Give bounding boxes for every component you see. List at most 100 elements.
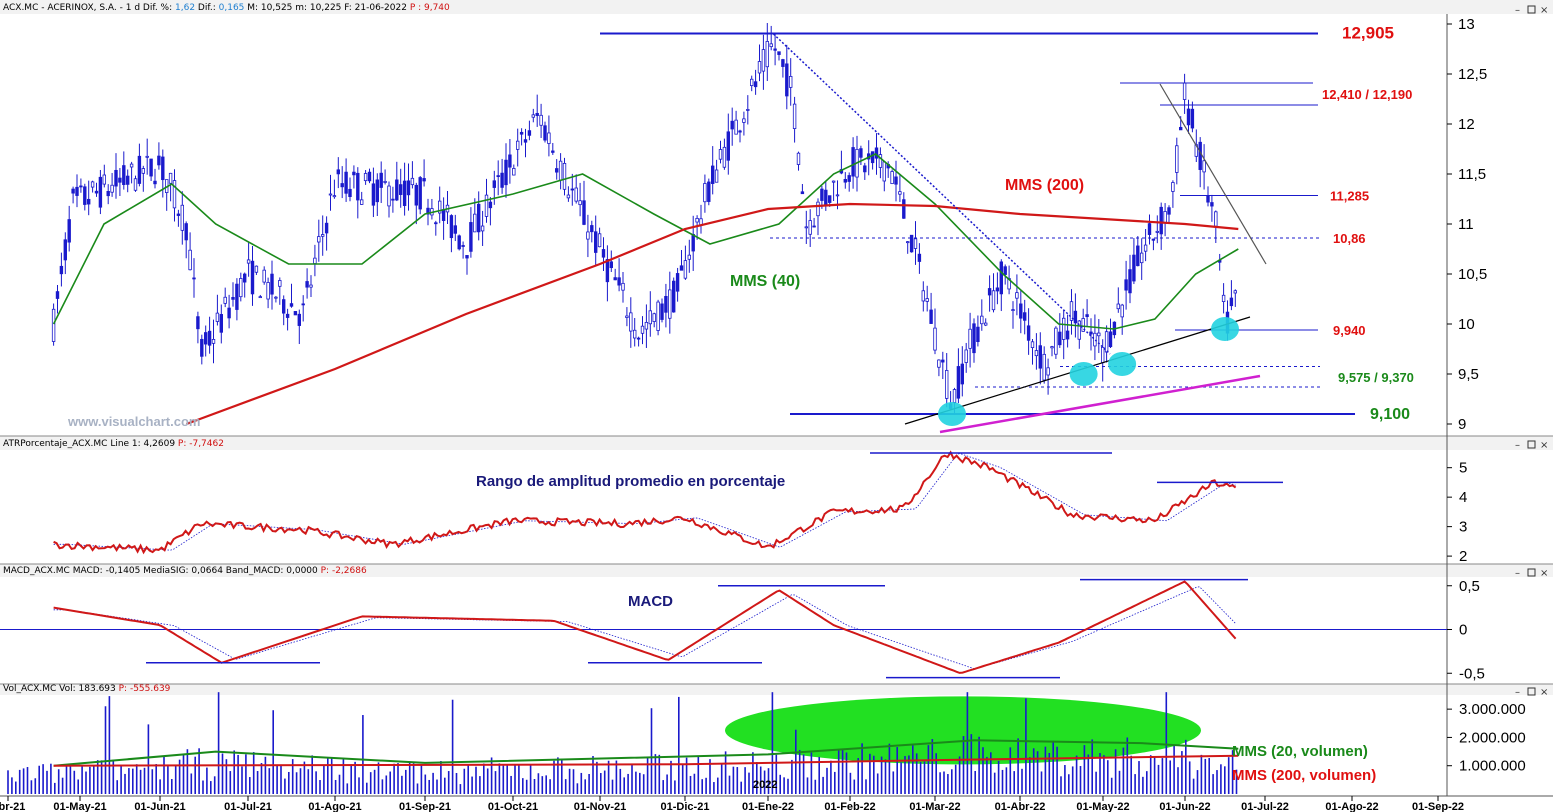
macd-title: MACD	[628, 593, 673, 610]
x-tick-label: 01-Oct-21	[488, 801, 538, 812]
candle-body	[523, 139, 528, 143]
volume-bar	[927, 745, 930, 794]
candle-body	[898, 191, 902, 195]
volume-bar	[857, 758, 859, 794]
candle-body	[976, 326, 980, 343]
volume-bar	[104, 706, 107, 794]
volume-bar	[1044, 746, 1047, 794]
volume-bar	[584, 779, 586, 794]
volume-bar	[451, 699, 454, 794]
volume-bar	[1220, 764, 1222, 794]
volume-bar	[61, 777, 64, 794]
candle-body	[219, 314, 223, 333]
atr-line	[53, 450, 1237, 555]
volume-bar	[471, 776, 473, 794]
volume-bar	[299, 768, 302, 794]
volume-bar	[1212, 774, 1214, 794]
level-label: 11,285	[1330, 189, 1369, 204]
volume-bar	[1099, 753, 1101, 794]
volume-bar	[951, 769, 953, 794]
candle-body	[1202, 160, 1206, 173]
volume-bar	[424, 774, 427, 794]
candle-body	[921, 290, 925, 302]
volume-bar	[678, 696, 680, 794]
x-tick-label: 01-May-22	[1076, 801, 1129, 812]
volume-bar	[518, 764, 520, 794]
volume-bar	[662, 780, 664, 794]
price-annotations: 12,905 12,410 / 12,190 11,285 10,86 9,940 9,5…	[600, 24, 1414, 434]
volume-bar	[377, 762, 380, 794]
candle-body	[484, 194, 489, 217]
volume-bar	[502, 765, 505, 794]
candle-body	[488, 201, 493, 209]
volume-bar	[163, 755, 165, 794]
level-label: 10,86	[1333, 231, 1366, 246]
candle-body	[1097, 332, 1101, 337]
volume-bar	[1110, 777, 1113, 794]
volume-bar	[412, 763, 415, 794]
candle-body	[597, 233, 602, 248]
candle-body	[410, 177, 415, 186]
candle-body	[765, 41, 769, 68]
volume-bar	[615, 760, 618, 794]
volume-bar	[884, 759, 887, 794]
candle-body	[348, 188, 352, 198]
candle-body	[714, 169, 719, 183]
volume-bar	[206, 767, 208, 794]
volume-bar	[1200, 754, 1203, 794]
candle-body	[1190, 108, 1195, 129]
candle-body	[835, 194, 840, 197]
volume-bar	[674, 780, 676, 794]
volume-bar	[42, 764, 44, 794]
candle-body	[890, 171, 894, 185]
candle-body	[746, 109, 750, 111]
candle-body	[882, 161, 886, 182]
volume-bar	[34, 778, 37, 794]
volume-bar	[1235, 769, 1238, 794]
volume-bar	[533, 779, 536, 794]
volume-bar	[346, 783, 349, 794]
volume-bar	[190, 773, 193, 794]
volume-bar	[455, 772, 458, 794]
volume-bar	[1052, 740, 1054, 794]
candle-body	[461, 245, 465, 247]
candle-body	[196, 316, 200, 330]
candle-body	[547, 132, 551, 144]
price-candles	[51, 22, 1237, 414]
volume-bar	[861, 743, 863, 794]
atr-panel-header: ATRPorcentaje_ACX.MC Line 1: 4,2609 P: -…	[3, 439, 224, 449]
volume-bar	[112, 759, 115, 794]
candle-body	[617, 277, 621, 286]
candle-body	[991, 290, 996, 311]
level-label: 12,410 / 12,190	[1322, 87, 1412, 102]
volume-bar	[1060, 776, 1062, 794]
candle-body	[126, 175, 130, 185]
candle-body	[106, 191, 110, 197]
candle-body	[964, 349, 968, 363]
candle-body	[1120, 304, 1124, 318]
volume-bar	[529, 765, 532, 794]
candle-body	[1077, 320, 1081, 340]
volume-bar	[553, 760, 555, 794]
volume-bar	[635, 771, 637, 794]
volume-bar	[681, 763, 684, 794]
volume-bar	[783, 777, 785, 794]
candle-body	[984, 322, 988, 326]
volume-bar	[771, 692, 774, 794]
y-tick-label: 9,5	[1458, 366, 1479, 383]
candle-body	[909, 234, 914, 253]
candle-body	[543, 125, 547, 141]
volume-bar	[900, 762, 902, 794]
volume-bar	[311, 755, 313, 794]
volume-bar	[904, 756, 906, 794]
volume-bar	[810, 752, 813, 794]
candle-body	[917, 253, 922, 262]
volume-bar	[923, 761, 926, 794]
candle-body	[636, 337, 641, 340]
volume-bar	[869, 753, 871, 794]
candle-body	[773, 48, 777, 51]
volume-bar	[1068, 774, 1070, 794]
candle-body	[254, 265, 259, 273]
candle-body	[562, 163, 567, 190]
